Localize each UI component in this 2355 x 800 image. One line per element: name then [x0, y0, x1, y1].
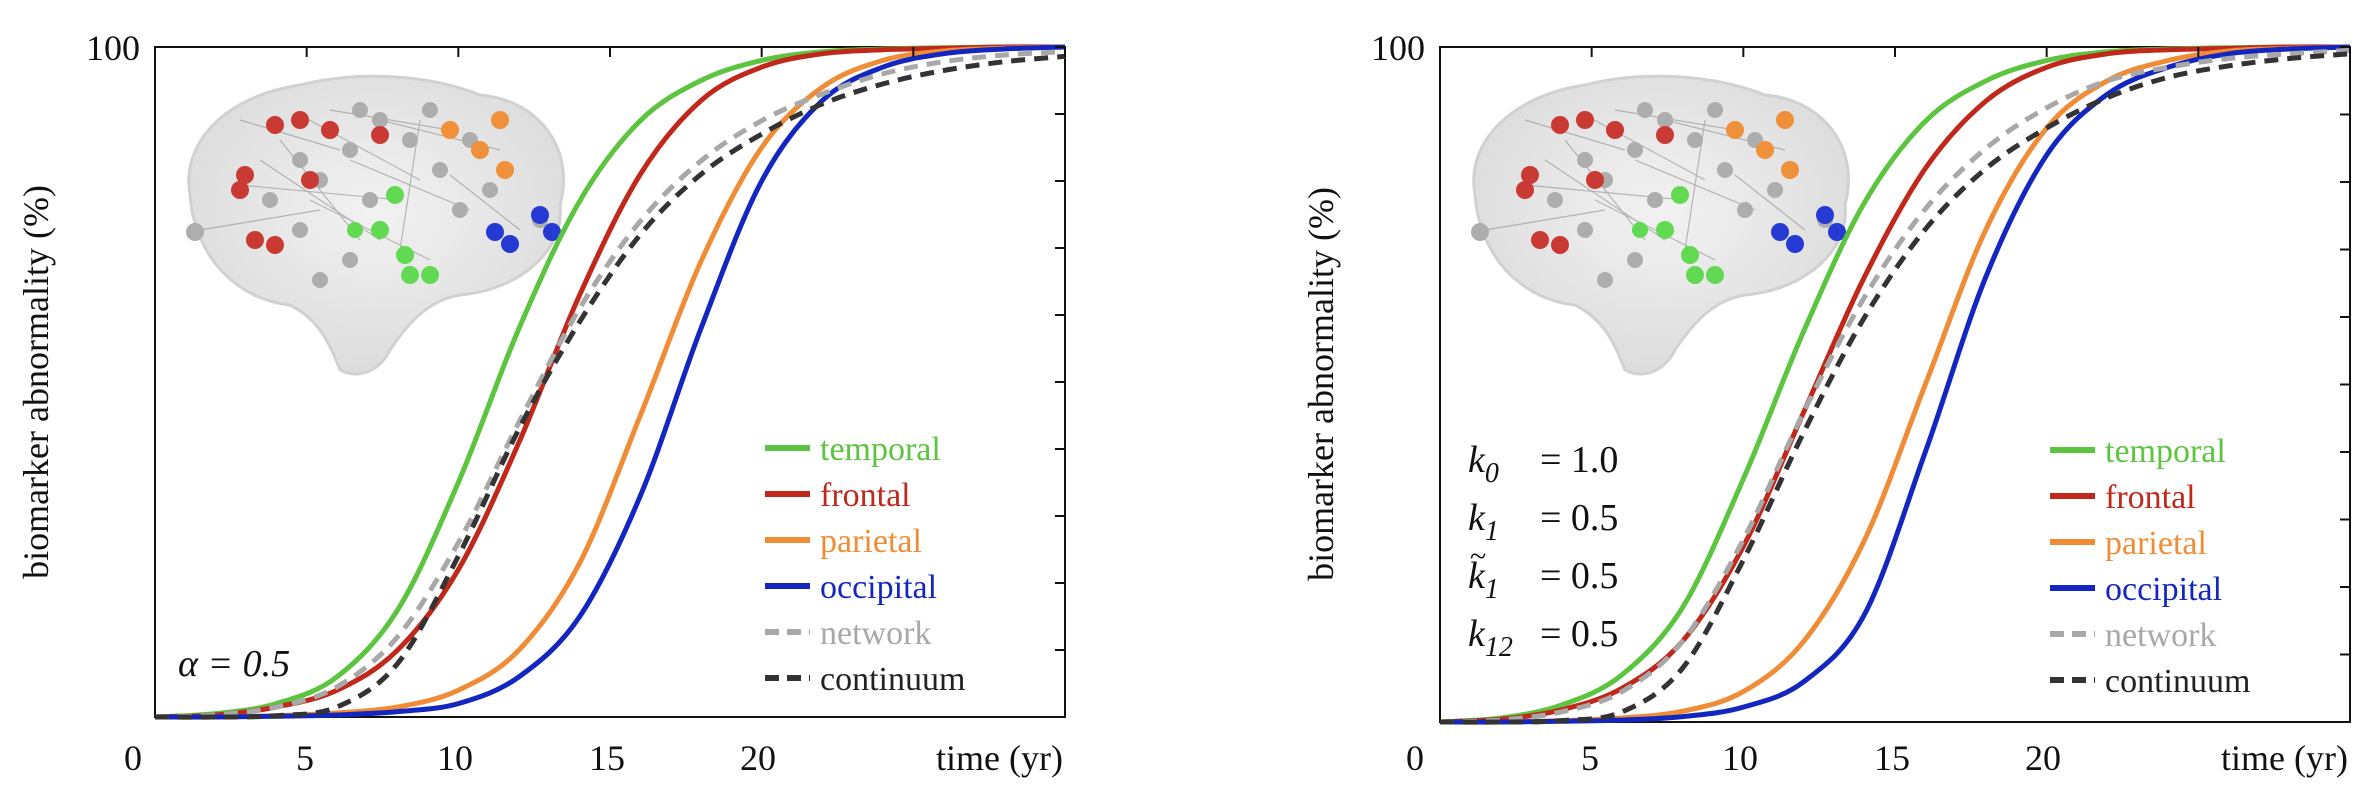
series-line-occipital — [154, 44, 1066, 720]
x-tick-label: 20 — [2025, 738, 2061, 778]
legend: temporal frontal parietal occipital network c… — [2050, 433, 2250, 700]
chart-panel-right: biomarker abnormality (%) time (yr) 100 … — [1301, 28, 2351, 778]
parameter-entry: k0 = 1.0 — [1468, 439, 1618, 489]
x-tick-label: 15 — [589, 738, 625, 778]
brain-nodes-blue — [486, 206, 561, 253]
series-line-frontal — [1439, 44, 2351, 725]
x-tick-label: 5 — [1581, 738, 1599, 778]
parameter-entry: k1 = 0.5 — [1468, 555, 1618, 605]
y-tick-label: 100 — [1371, 28, 1425, 68]
x-tick-labels: 0 5 10 15 20 — [124, 738, 776, 778]
brain-nodes-red — [1516, 111, 1674, 254]
y-axis-label: biomarker abnormality (%) — [16, 185, 56, 579]
brain-nodes-green — [1632, 186, 1724, 284]
series-line-network — [1439, 47, 2351, 725]
parameter-entry: k12 = 0.5 — [1468, 613, 1618, 663]
legend-label-temporal: temporal — [820, 431, 941, 468]
legend-label-occipital: occipital — [820, 569, 937, 606]
legend-label-parietal: parietal — [820, 523, 922, 560]
x-axis-label: time (yr) — [2221, 738, 2348, 778]
x-tick-label: 15 — [1874, 738, 1910, 778]
parameter-list: k0 = 1.0 k1 = 0.5 k1 = 0.5~ k12 = 0.5 — [1468, 439, 1618, 663]
x-tick-label: 0 — [1406, 738, 1424, 778]
legend-label-network: network — [820, 615, 931, 652]
series-line-network — [154, 49, 1066, 720]
x-tick-label: 10 — [437, 738, 473, 778]
x-tick-labels: 0 5 10 15 20 — [1406, 738, 2061, 778]
legend-label-continuum: continuum — [820, 661, 965, 698]
x-axis-label: time (yr) — [936, 738, 1063, 778]
alpha-annotation: α = 0.5 — [178, 643, 290, 685]
brain-nodes-red — [231, 111, 389, 254]
brain-network-illustration — [186, 74, 565, 376]
x-tick-label: 10 — [1722, 738, 1758, 778]
series-line-continuum — [1439, 51, 2351, 725]
legend: temporal frontal parietal occipital network c… — [765, 431, 965, 698]
series-line-occipital — [1439, 44, 2351, 725]
brain-network-illustration — [1471, 74, 1850, 376]
legend-label-continuum: continuum — [2105, 663, 2250, 700]
series-line-frontal — [154, 44, 1066, 720]
y-tick-label: 100 — [86, 28, 140, 68]
brain-nodes-orange — [1726, 111, 1799, 179]
x-tick-label: 0 — [124, 738, 142, 778]
series-line-continuum — [154, 53, 1066, 720]
y-axis-label: biomarker abnormality (%) — [1301, 187, 1341, 581]
legend-label-temporal: temporal — [2105, 433, 2226, 470]
parameter-entry: k1 = 0.5 — [1468, 497, 1618, 547]
x-tick-label: 5 — [296, 738, 314, 778]
legend-label-parietal: parietal — [2105, 525, 2207, 562]
tilde-accent: ~ — [1470, 540, 1486, 573]
chart-panel-left: biomarker abnormality (%) time (yr) 100 … — [16, 28, 1066, 778]
legend-label-network: network — [2105, 617, 2216, 654]
x-tick-label: 20 — [740, 738, 776, 778]
legend-label-frontal: frontal — [820, 477, 911, 514]
legend-label-occipital: occipital — [2105, 571, 2222, 608]
brain-nodes-blue — [1771, 206, 1846, 253]
brain-nodes-green — [347, 186, 439, 284]
brain-nodes-orange — [441, 111, 514, 179]
legend-label-frontal: frontal — [2105, 479, 2196, 516]
